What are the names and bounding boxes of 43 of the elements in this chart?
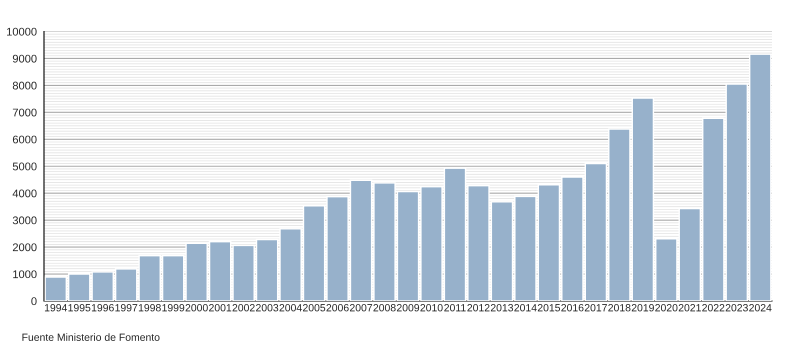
x-tick-label: 2003: [256, 304, 278, 312]
x-tick-label: 2001: [209, 304, 232, 312]
x-tick-label: 2000: [186, 304, 208, 312]
x-tick-label: 2019: [632, 304, 654, 312]
x-tick-label: 2004: [280, 304, 302, 312]
y-tick-label: 8000: [12, 82, 37, 90]
x-tick-label: 2008: [373, 304, 396, 312]
y-tick-label: 5000: [12, 162, 37, 170]
x-tick-label: 2005: [303, 304, 326, 312]
y-tick-label: 4000: [12, 189, 37, 198]
source-note: Fuente Ministerio de Fomento: [22, 333, 160, 341]
y-tick-label: 6000: [12, 136, 37, 144]
x-tick-label: 2016: [561, 304, 584, 312]
x-tick-label: 2007: [350, 304, 372, 312]
x-tick-label: 2002: [232, 304, 255, 312]
x-tick-label: 1997: [115, 304, 138, 312]
x-tick-label: 2010: [420, 304, 443, 312]
x-tick-label: 2022: [702, 304, 724, 312]
x-tick-label: 2018: [608, 304, 630, 312]
x-tick-label: 2024: [749, 304, 772, 312]
x-tick-label: 2006: [326, 304, 349, 312]
x-tick-label: 2023: [726, 304, 748, 312]
y-tick-label: 7000: [12, 108, 37, 116]
x-tick-label: 2012: [467, 304, 490, 312]
x-tick-label: 2017: [584, 304, 607, 312]
y-tick-label: 2000: [12, 243, 37, 252]
y-tick-label: 3000: [12, 216, 37, 224]
x-tick-label: 2015: [538, 304, 560, 312]
x-tick-label: 1999: [162, 304, 184, 312]
x-tick-label: 2021: [678, 304, 701, 312]
x-tick-label: 1998: [138, 304, 161, 312]
x-tick-label: 2014: [514, 304, 537, 312]
x-tick-label: 2013: [490, 304, 514, 312]
y-tick-label: 1000: [13, 270, 37, 278]
x-tick-label: 2020: [655, 304, 678, 312]
x-tick-label: 1996: [92, 304, 114, 312]
x-tick-label: 2011: [444, 304, 466, 312]
y-tick-label: 10000: [7, 28, 37, 36]
x-tick-label: 2009: [396, 304, 420, 312]
y-tick-label: 9000: [12, 54, 37, 63]
x-tick-label: 1995: [68, 304, 90, 312]
x-tick-label: 1994: [44, 304, 68, 312]
y-tick-label: 0: [31, 297, 37, 306]
